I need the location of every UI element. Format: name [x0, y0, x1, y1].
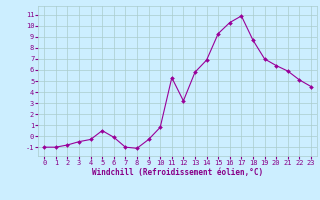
X-axis label: Windchill (Refroidissement éolien,°C): Windchill (Refroidissement éolien,°C): [92, 168, 263, 177]
